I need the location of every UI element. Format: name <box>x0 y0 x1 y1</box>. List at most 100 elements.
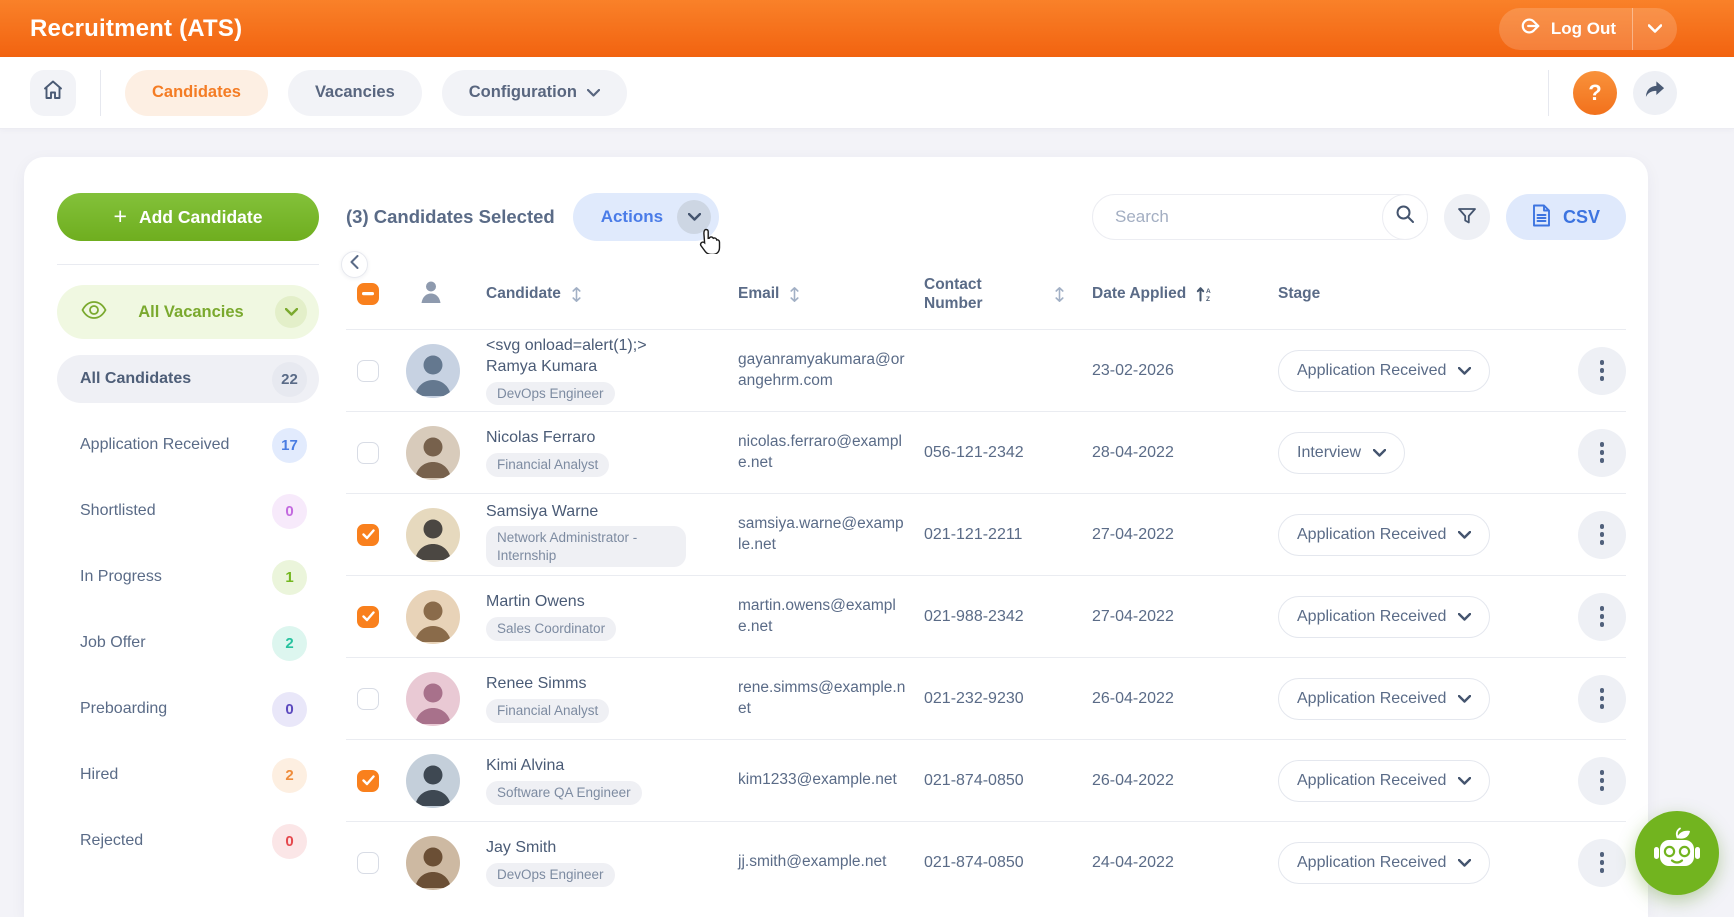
candidate-date-applied: 27-04-2022 <box>1092 607 1174 625</box>
chevron-down-icon <box>1458 363 1472 378</box>
row-actions-menu-button[interactable] <box>1578 428 1626 477</box>
candidate-name[interactable]: <svg onload=alert(1);> Ramya Kumara <box>486 336 647 375</box>
stage-filter-item-in-progress[interactable]: In Progress 1 <box>57 553 319 601</box>
nav-tab-candidates[interactable]: Candidates <box>125 69 268 116</box>
home-button[interactable] <box>30 69 76 116</box>
row-actions-menu-button[interactable] <box>1578 838 1626 887</box>
row-checkbox[interactable] <box>357 441 379 464</box>
candidate-date-applied: 26-04-2022 <box>1092 689 1174 707</box>
row-checkbox[interactable] <box>357 605 379 628</box>
stage-filter-item-job-offer[interactable]: Job Offer 2 <box>57 619 319 667</box>
stage-filter-item-preboarding[interactable]: Preboarding 0 <box>57 685 319 733</box>
stage-dropdown[interactable]: Application Received <box>1278 513 1491 556</box>
tab-label: Candidates <box>152 83 241 101</box>
nav-tab-configuration[interactable]: Configuration <box>441 69 627 116</box>
search-input[interactable] <box>1092 207 1427 227</box>
row-actions-menu-button[interactable] <box>1578 756 1626 805</box>
stage-dropdown[interactable]: Application Received <box>1278 759 1491 802</box>
stage-filter-item-rejected[interactable]: Rejected 0 <box>57 817 319 865</box>
logout-label: Log Out <box>1550 18 1616 38</box>
stage-count-badge: 0 <box>272 493 307 529</box>
candidate-name[interactable]: Martin Owens <box>486 593 585 611</box>
candidate-vacancy-tag: Financial Analyst <box>486 453 610 477</box>
caret-down-icon <box>1647 20 1663 38</box>
search-icon <box>1395 204 1415 229</box>
add-candidate-label: Add Candidate <box>138 206 263 227</box>
nav-tab-vacancies[interactable]: Vacancies <box>287 69 422 116</box>
vacancy-filter-label: All Vacancies <box>138 302 244 321</box>
actions-label: Actions <box>600 207 664 226</box>
nav-divider <box>100 69 101 116</box>
stage-value: Interview <box>1297 443 1362 461</box>
stage-filter-item-shortlisted[interactable]: Shortlisted 0 <box>57 487 319 535</box>
filter-button[interactable] <box>1443 194 1490 240</box>
chatbot-launcher-button[interactable] <box>1635 811 1719 895</box>
vacancy-filter-dropdown[interactable]: All Vacancies <box>57 285 319 339</box>
stage-filter-item-all-candidates[interactable]: All Candidates 22 <box>57 355 319 403</box>
candidate-email: rene.simms@example.net <box>738 678 906 717</box>
candidate-avatar <box>406 507 460 562</box>
eye-icon <box>81 300 107 325</box>
row-actions-menu-button[interactable] <box>1578 510 1626 559</box>
stage-count-badge: 2 <box>272 625 307 661</box>
sidebar-collapse-button[interactable] <box>341 251 368 278</box>
candidate-name[interactable]: Kimi Alvina <box>486 757 565 775</box>
stage-count-badge: 0 <box>272 823 307 859</box>
stage-value: Application Received <box>1297 361 1447 379</box>
candidate-vacancy-tag: DevOps Engineer <box>486 381 615 406</box>
candidate-avatar <box>406 589 460 644</box>
candidate-name[interactable]: Jay Smith <box>486 839 557 857</box>
candidates-content: (3) Candidates Selected Actions <box>346 193 1626 903</box>
candidate-vacancy-tag: Financial Analyst <box>486 699 610 723</box>
row-checkbox[interactable] <box>357 769 379 792</box>
row-actions-menu-button[interactable] <box>1578 346 1626 395</box>
sort-icon <box>570 286 583 303</box>
table-body: <svg onload=alert(1);> Ramya Kumara DevO… <box>346 329 1626 903</box>
stage-dropdown[interactable]: Application Received <box>1278 841 1491 884</box>
stage-dropdown[interactable]: Interview <box>1278 431 1406 474</box>
stage-dropdown[interactable]: Application Received <box>1278 677 1491 720</box>
row-checkbox[interactable] <box>357 687 379 710</box>
select-all-checkbox[interactable] <box>357 283 379 305</box>
column-header-email[interactable]: Email <box>738 284 924 303</box>
stage-filter-item-hired[interactable]: Hired 2 <box>57 751 319 799</box>
chevron-down-icon <box>1458 773 1472 788</box>
candidate-avatar <box>406 343 460 398</box>
stage-filter-label: Shortlisted <box>80 502 156 519</box>
csv-export-button[interactable]: CSV <box>1505 194 1626 240</box>
share-arrow-icon <box>1644 80 1666 105</box>
actions-dropdown-button[interactable]: Actions <box>572 193 720 241</box>
candidate-contact: 021-874-0850 <box>924 771 1024 789</box>
stage-filter-item-application-received[interactable]: Application Received 17 <box>57 421 319 469</box>
stage-dropdown[interactable]: Application Received <box>1278 595 1491 638</box>
row-actions-menu-button[interactable] <box>1578 674 1626 723</box>
logout-icon <box>1519 15 1541 42</box>
candidate-name[interactable]: Renee Simms <box>486 675 587 693</box>
row-checkbox[interactable] <box>357 523 379 546</box>
candidate-name[interactable]: Nicolas Ferraro <box>486 429 596 447</box>
column-header-candidate[interactable]: Candidate <box>486 284 738 303</box>
stage-value: Application Received <box>1297 853 1447 871</box>
column-header-contact[interactable]: Contact Number <box>924 275 1092 314</box>
candidate-date-applied: 24-04-2022 <box>1092 853 1174 871</box>
stage-filter-label: Hired <box>80 766 119 783</box>
selected-count-text: (3) Candidates Selected <box>346 206 555 227</box>
candidate-name[interactable]: Samsiya Warne <box>486 502 599 520</box>
svg-text:Z: Z <box>1206 296 1210 303</box>
row-checkbox[interactable] <box>357 851 379 874</box>
row-checkbox[interactable] <box>357 359 379 382</box>
stage-dropdown[interactable]: Application Received <box>1278 349 1491 392</box>
chevron-down-icon <box>586 88 600 97</box>
sort-icon <box>1053 286 1066 303</box>
row-actions-menu-button[interactable] <box>1578 592 1626 641</box>
column-header-date-applied[interactable]: Date Applied A Z <box>1092 284 1278 303</box>
logout-dropdown-toggle[interactable] <box>1633 8 1677 50</box>
candidates-panel: + Add Candidate All Vacancies A <box>24 157 1648 917</box>
help-button[interactable]: ? <box>1573 70 1617 115</box>
share-button[interactable] <box>1633 70 1677 115</box>
logout-button[interactable]: Log Out <box>1499 8 1632 50</box>
search-submit-button[interactable] <box>1381 193 1428 240</box>
candidate-date-applied: 27-04-2022 <box>1092 525 1174 543</box>
sort-active-icon: A Z <box>1195 285 1213 303</box>
add-candidate-button[interactable]: + Add Candidate <box>57 193 319 241</box>
